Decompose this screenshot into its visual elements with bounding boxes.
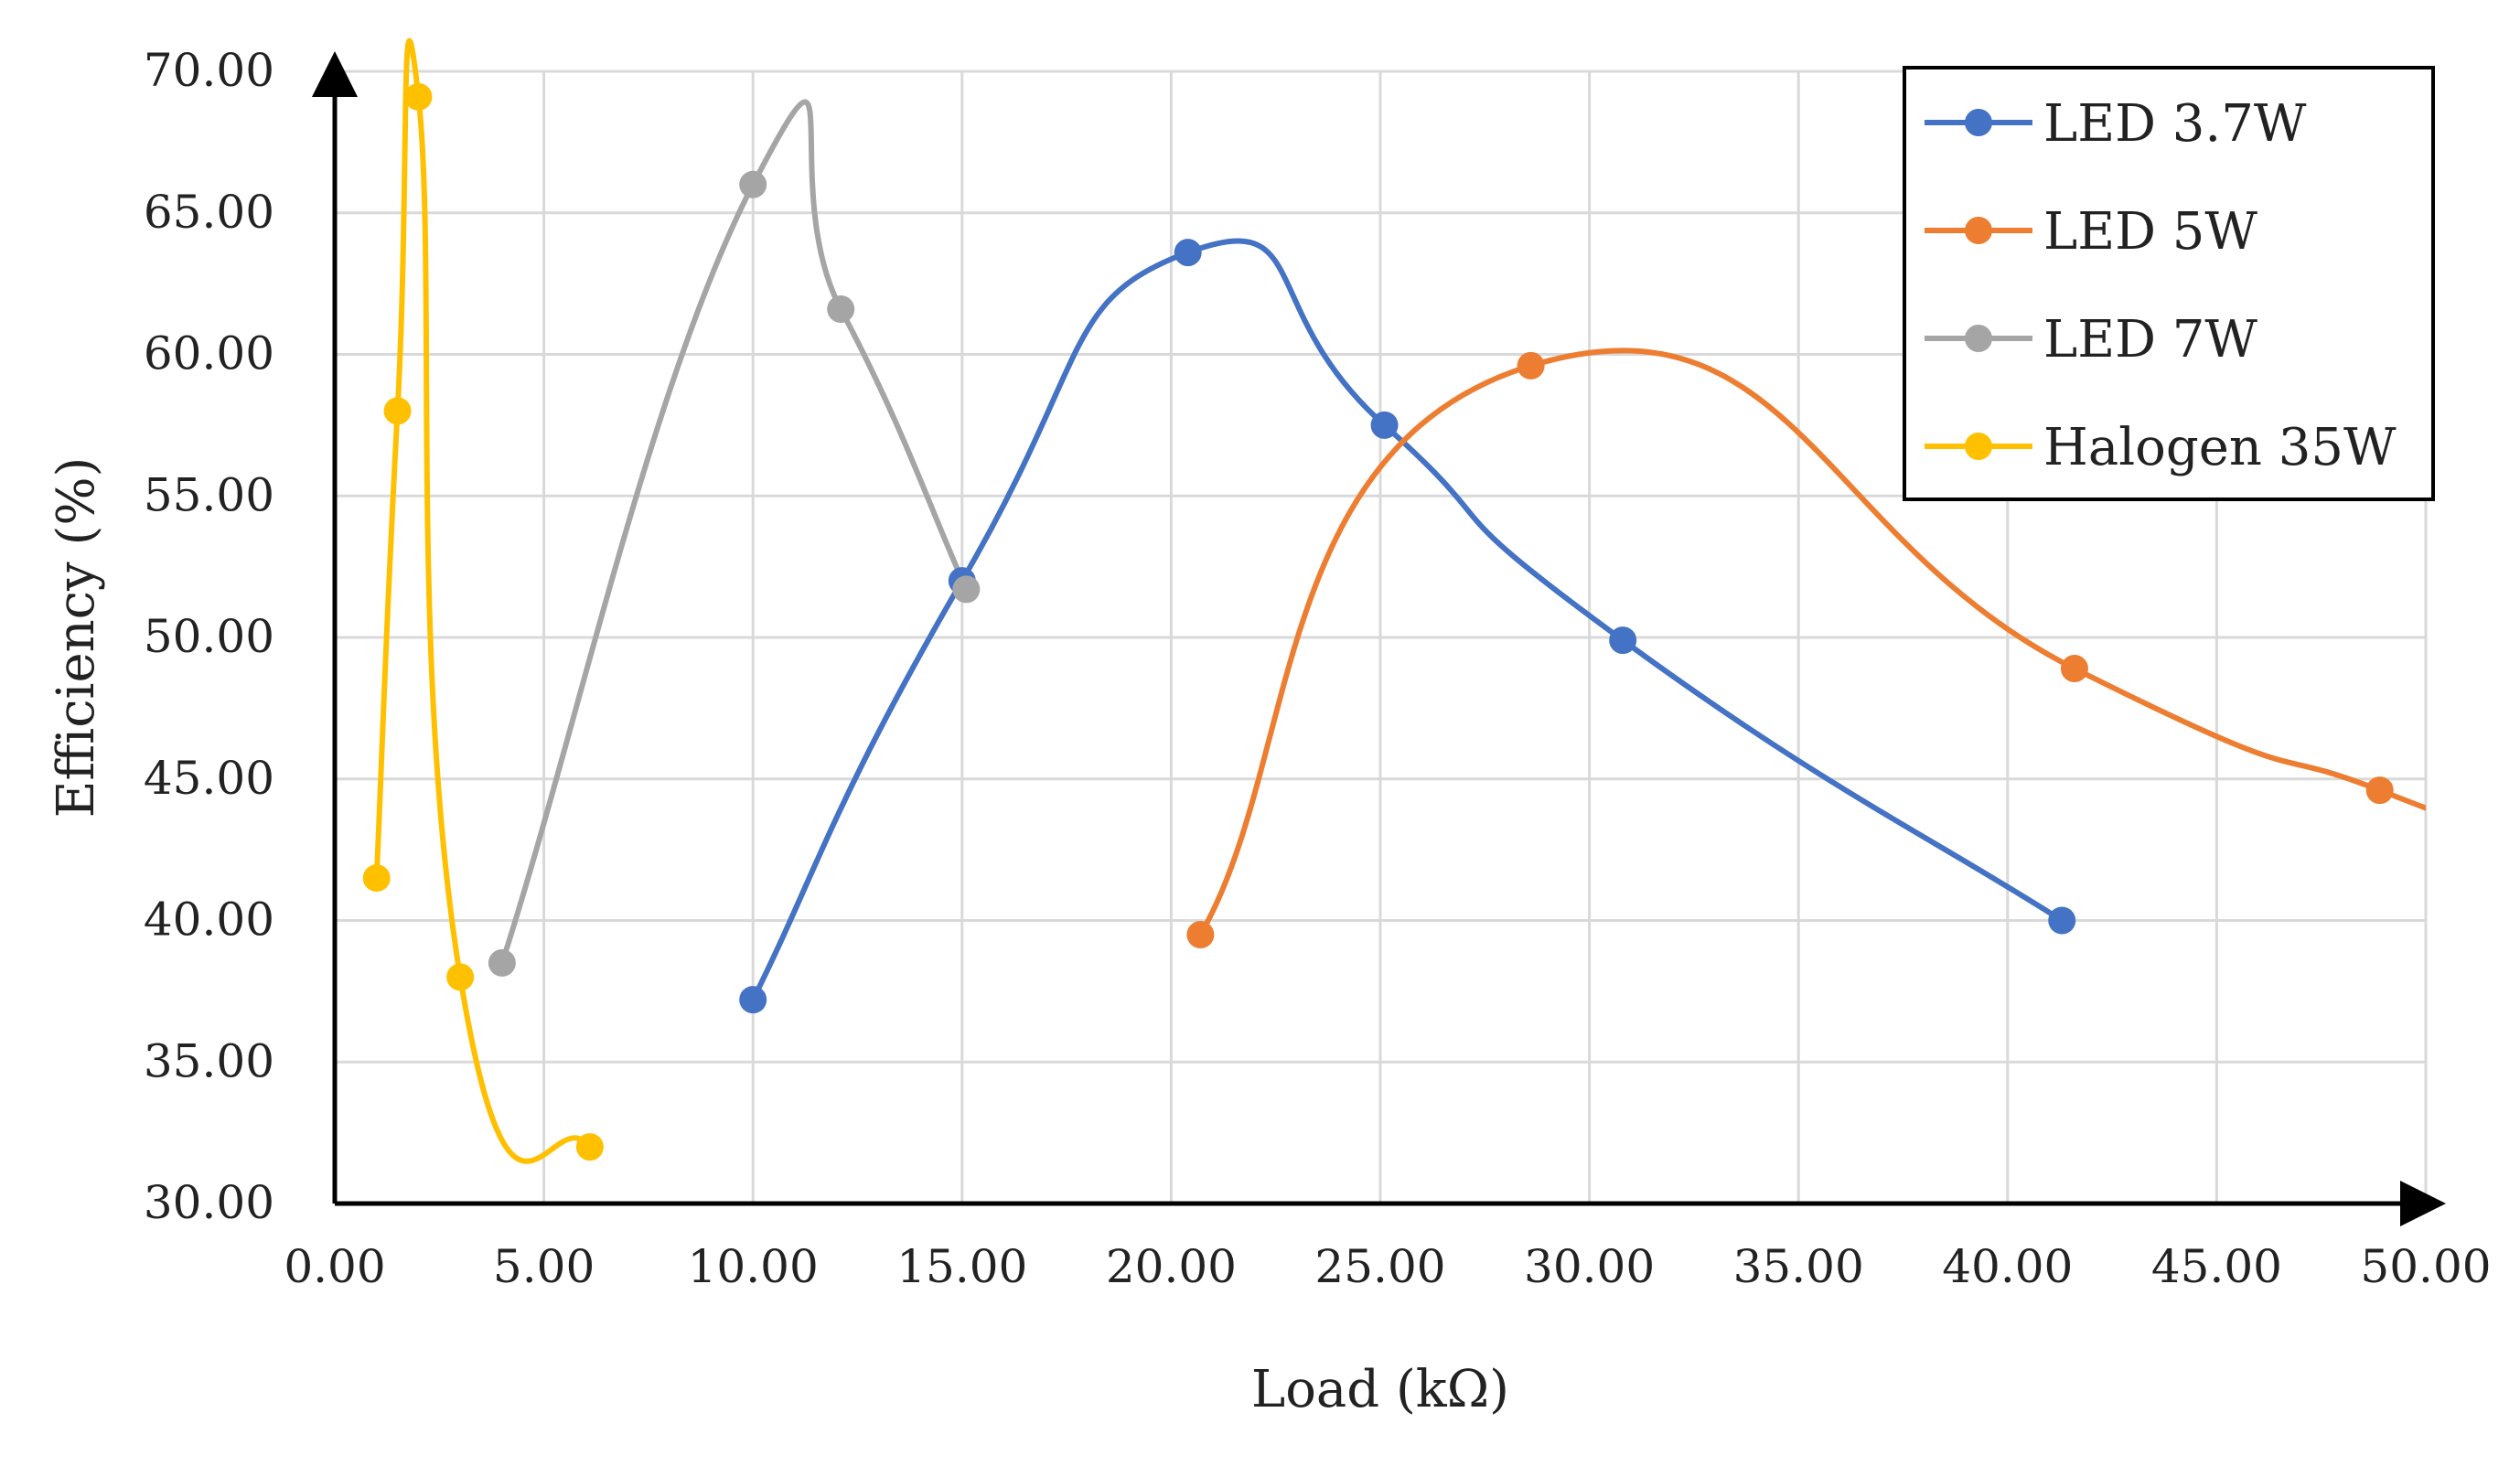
- x-tick-label: 35.00: [1733, 1240, 1864, 1293]
- data-point-led-7w: [739, 170, 767, 198]
- legend-box: [1903, 66, 2435, 501]
- data-point-led-3-7w: [1370, 411, 1399, 439]
- legend-label-halogen-35w: Halogen 35W: [2043, 418, 2397, 477]
- data-point-halogen-35w: [575, 1133, 604, 1161]
- x-tick-label: 0.00: [284, 1240, 385, 1293]
- x-tick-label: 30.00: [1524, 1240, 1655, 1293]
- y-tick-label: 30.00: [144, 1176, 274, 1229]
- data-point-led-3-7w: [2048, 906, 2076, 935]
- data-point-halogen-35w: [383, 397, 412, 425]
- y-tick-label: 45.00: [144, 752, 274, 805]
- data-point-led-5w: [2060, 655, 2088, 683]
- data-point-led-7w: [488, 948, 516, 977]
- legend-label-led-3-7w: LED 3.7W: [2043, 94, 2307, 154]
- x-tick-label: 15.00: [896, 1240, 1027, 1293]
- legend-label-led-7w: LED 7W: [2043, 310, 2257, 369]
- data-point-led-5w: [2365, 776, 2394, 805]
- x-tick-label: 20.00: [1106, 1240, 1237, 1293]
- data-point-led-3-7w: [1609, 626, 1637, 655]
- axes: [312, 51, 2446, 1226]
- legend: LED 3.7W LED 5W LED 7W Halogen 35W: [1903, 66, 2435, 501]
- data-point-led-5w: [1517, 351, 1545, 380]
- legend-swatch-marker-led-7w: [1965, 325, 1992, 352]
- data-point-halogen-35w: [362, 864, 391, 893]
- y-tick-label: 50.00: [144, 610, 274, 663]
- legend-swatch-marker-led-3-7w: [1965, 109, 1992, 136]
- y-tick-label: 70.00: [144, 44, 274, 97]
- x-tick-label: 5.00: [493, 1240, 595, 1293]
- x-tick-label: 50.00: [2360, 1240, 2491, 1293]
- series-points: [362, 82, 2394, 1161]
- data-point-led-5w: [1186, 920, 1215, 948]
- y-axis-title: Efficiency (%): [47, 457, 106, 819]
- data-point-led-3-7w: [739, 986, 767, 1014]
- series-line-halogen-35w: [373, 37, 593, 1164]
- data-point-led-7w: [827, 294, 855, 323]
- x-tick-label: 10.00: [688, 1240, 819, 1293]
- y-tick-label: 40.00: [144, 894, 274, 947]
- tick-labels: 0.00 5.00 10.00 15.00 20.00 25.00 30.00 35.00 40…: [144, 44, 2492, 1293]
- x-tick-label: 25.00: [1314, 1240, 1445, 1293]
- legend-swatch-marker-led-5w: [1965, 217, 1992, 244]
- x-tick-label: 45.00: [2151, 1240, 2282, 1293]
- x-axis-title: Load (kΩ): [1251, 1360, 1509, 1419]
- series-line-led-7w: [499, 99, 970, 966]
- data-point-led-3-7w: [1174, 239, 1202, 267]
- series-line-led-3-7w: [750, 238, 2065, 1003]
- y-tick-label: 60.00: [144, 327, 274, 380]
- legend-label-led-5w: LED 5W: [2043, 202, 2257, 262]
- y-tick-label: 55.00: [144, 468, 274, 521]
- data-point-halogen-35w: [404, 82, 433, 111]
- y-tick-label: 35.00: [144, 1034, 274, 1087]
- legend-swatch-marker-halogen-35w: [1965, 433, 1992, 460]
- data-point-halogen-35w: [446, 963, 475, 991]
- data-point-led-7w: [952, 575, 981, 604]
- y-tick-label: 65.00: [144, 186, 274, 239]
- x-tick-label: 40.00: [1942, 1240, 2073, 1293]
